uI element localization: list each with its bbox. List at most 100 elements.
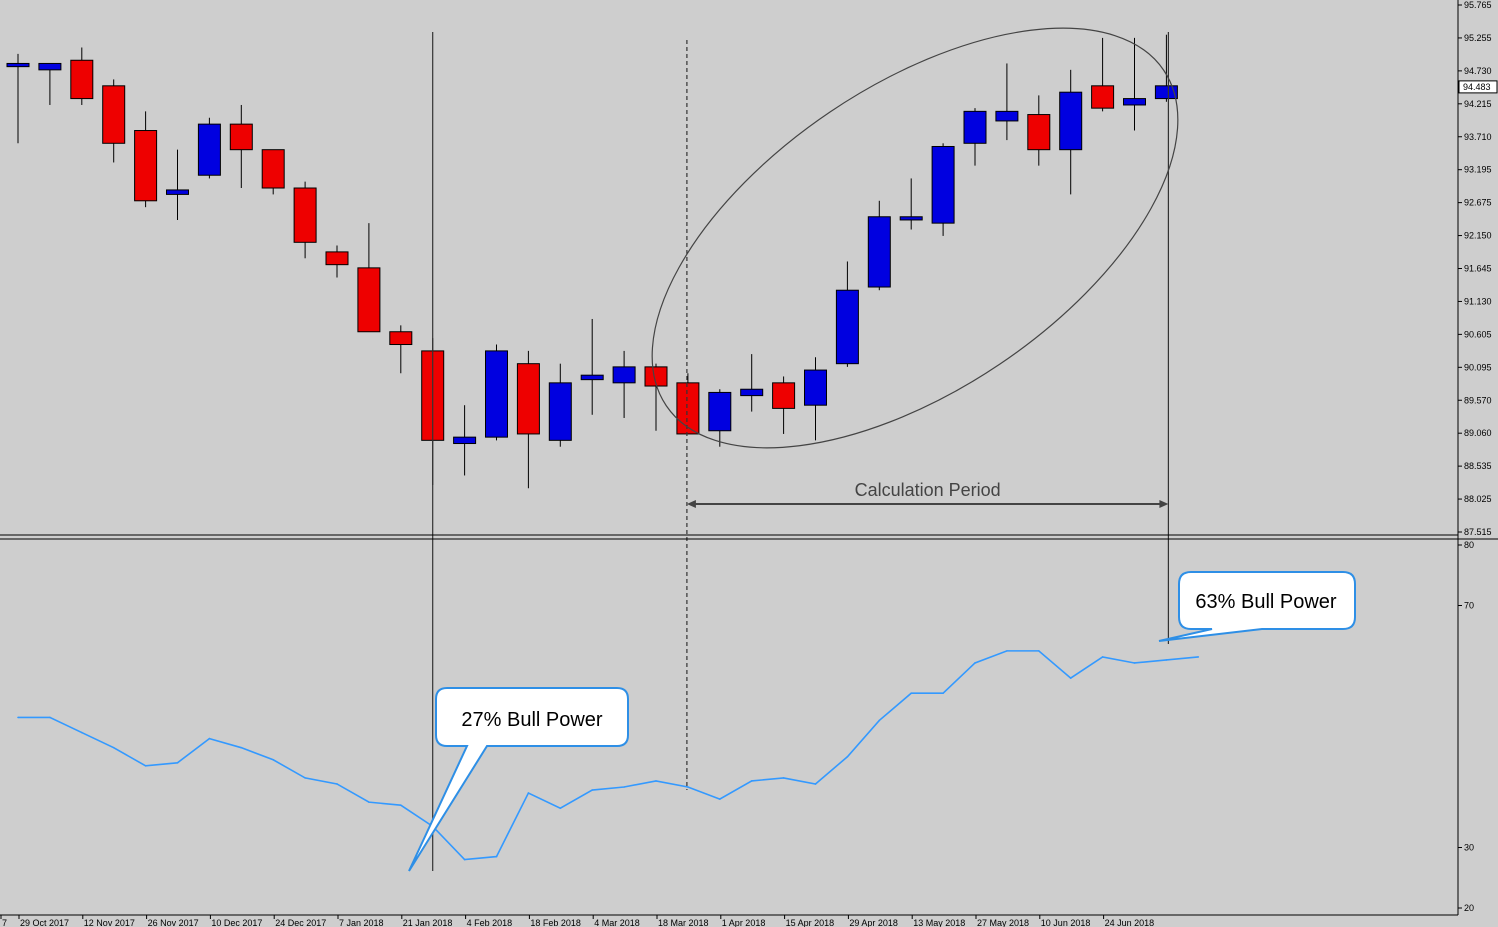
candle-body-bull [38, 62, 62, 71]
price-tick-label: 89.060 [1464, 428, 1492, 438]
candle [6, 53, 30, 144]
candle [835, 261, 859, 367]
calculation-period-label: Calculation Period [855, 480, 1001, 500]
candle-body-bear [134, 130, 158, 202]
price-tick-label: 90.095 [1464, 362, 1492, 372]
price-tick-label: 90.605 [1464, 329, 1492, 339]
time-tick-label: 29 Oct 2017 [20, 918, 69, 927]
bull-power-point [240, 746, 243, 749]
candle [453, 405, 477, 476]
bull-power-point [623, 786, 625, 788]
candle-body-bull [1123, 98, 1146, 106]
candle [197, 117, 221, 179]
price-tick-label: 92.675 [1464, 198, 1492, 208]
candle [70, 47, 94, 105]
bull-power-point [591, 789, 593, 791]
indicator-tick-label: 80 [1464, 540, 1474, 550]
candle-body-bull [931, 145, 955, 224]
time-tick-label: 7 Jan 2018 [339, 918, 384, 927]
candle-body-bear [389, 331, 413, 346]
annotation-layer: Calculation Period [432, 27, 1179, 871]
current-price-box [1458, 80, 1498, 94]
bull-power-point [1069, 677, 1072, 679]
candle-body-bear [1091, 85, 1115, 109]
candle [676, 373, 700, 435]
price-tick-label: 91.645 [1464, 264, 1492, 274]
price-tick-label: 88.025 [1464, 494, 1492, 504]
bull-power-point [878, 719, 881, 722]
current-price-label: 94.483 [1463, 82, 1491, 92]
candle [293, 181, 317, 259]
candle-body-bull [166, 189, 189, 195]
candle [485, 344, 508, 441]
time-tick-label: 26 Nov 2017 [148, 918, 199, 927]
bull-power-point [1038, 650, 1040, 652]
price-tick-label: 94.215 [1464, 99, 1492, 109]
price-tick-label: 87.515 [1464, 527, 1492, 537]
bull-power-point [495, 855, 498, 858]
price-tick-label: 93.195 [1464, 165, 1492, 175]
time-tick-label: 24 Dec 2017 [275, 918, 326, 927]
candle [963, 108, 987, 166]
bull-power-point [942, 692, 944, 695]
callout-left: 27% Bull Power [408, 687, 629, 872]
arrowhead-left-icon [686, 500, 696, 508]
bull-power-point [49, 716, 51, 719]
candle-body-bull [548, 382, 572, 441]
time-tick-label: 12 Nov 2017 [84, 918, 135, 927]
time-tick-label: 1 Apr 2018 [722, 918, 766, 927]
time-tick-label: 27 May 2018 [977, 918, 1029, 927]
bull-power-point [750, 780, 753, 782]
candle-body-bear [676, 382, 700, 435]
bull-power-point [687, 786, 689, 788]
price-tick-label: 95.255 [1464, 33, 1492, 43]
candle-body-bull [995, 110, 1019, 122]
time-tick-label: 4 Mar 2018 [594, 918, 640, 927]
bull-power-point [782, 777, 785, 779]
bull-power-point [112, 746, 115, 749]
candle-body-bull [580, 374, 604, 381]
time-tick-label: 10 Dec 2017 [211, 918, 262, 927]
bull-power-point [1133, 662, 1136, 664]
candle-body-bull [963, 110, 987, 144]
candle-body-bull [453, 436, 477, 445]
candle-body-bear [261, 149, 285, 189]
bull-power-point [846, 755, 849, 758]
time-tick-label: 21 Jan 2018 [403, 918, 453, 927]
candle [708, 389, 732, 447]
candle-body-bear [293, 187, 317, 243]
candle-body-bull [867, 216, 891, 288]
candle [1059, 69, 1083, 195]
bull-power-point [463, 858, 466, 861]
callout-left-bubble [408, 687, 629, 872]
candle-body-bull [485, 350, 508, 438]
bull-power-point [719, 798, 721, 800]
candle-body-bull [1059, 91, 1083, 151]
price-pane [6, 34, 1178, 489]
bull-power-point [176, 762, 179, 764]
indicator-tick-label: 30 [1464, 843, 1474, 853]
callout-right-label: 63% Bull Power [1195, 591, 1337, 613]
bull-power-point [304, 777, 306, 779]
candle [612, 350, 636, 418]
calculation-period-arrow [686, 500, 1169, 508]
candle [102, 79, 126, 163]
candle-body-bear [70, 59, 94, 100]
candle [580, 318, 604, 415]
current-price-badge: 94.483 [1458, 80, 1498, 94]
candle [1027, 95, 1051, 166]
candle [357, 223, 381, 333]
candle [261, 149, 285, 195]
bull-power-point [910, 692, 912, 695]
candle [644, 363, 668, 431]
bull-power-point [974, 662, 976, 664]
bull-power-point [144, 765, 147, 767]
candle-body-bull [197, 123, 221, 176]
time-tick-label: 7 [2, 918, 7, 927]
candle [38, 62, 62, 105]
candle-body-bull [740, 388, 764, 397]
bull-power-line [18, 650, 1199, 861]
candle-body-bull [708, 391, 732, 432]
